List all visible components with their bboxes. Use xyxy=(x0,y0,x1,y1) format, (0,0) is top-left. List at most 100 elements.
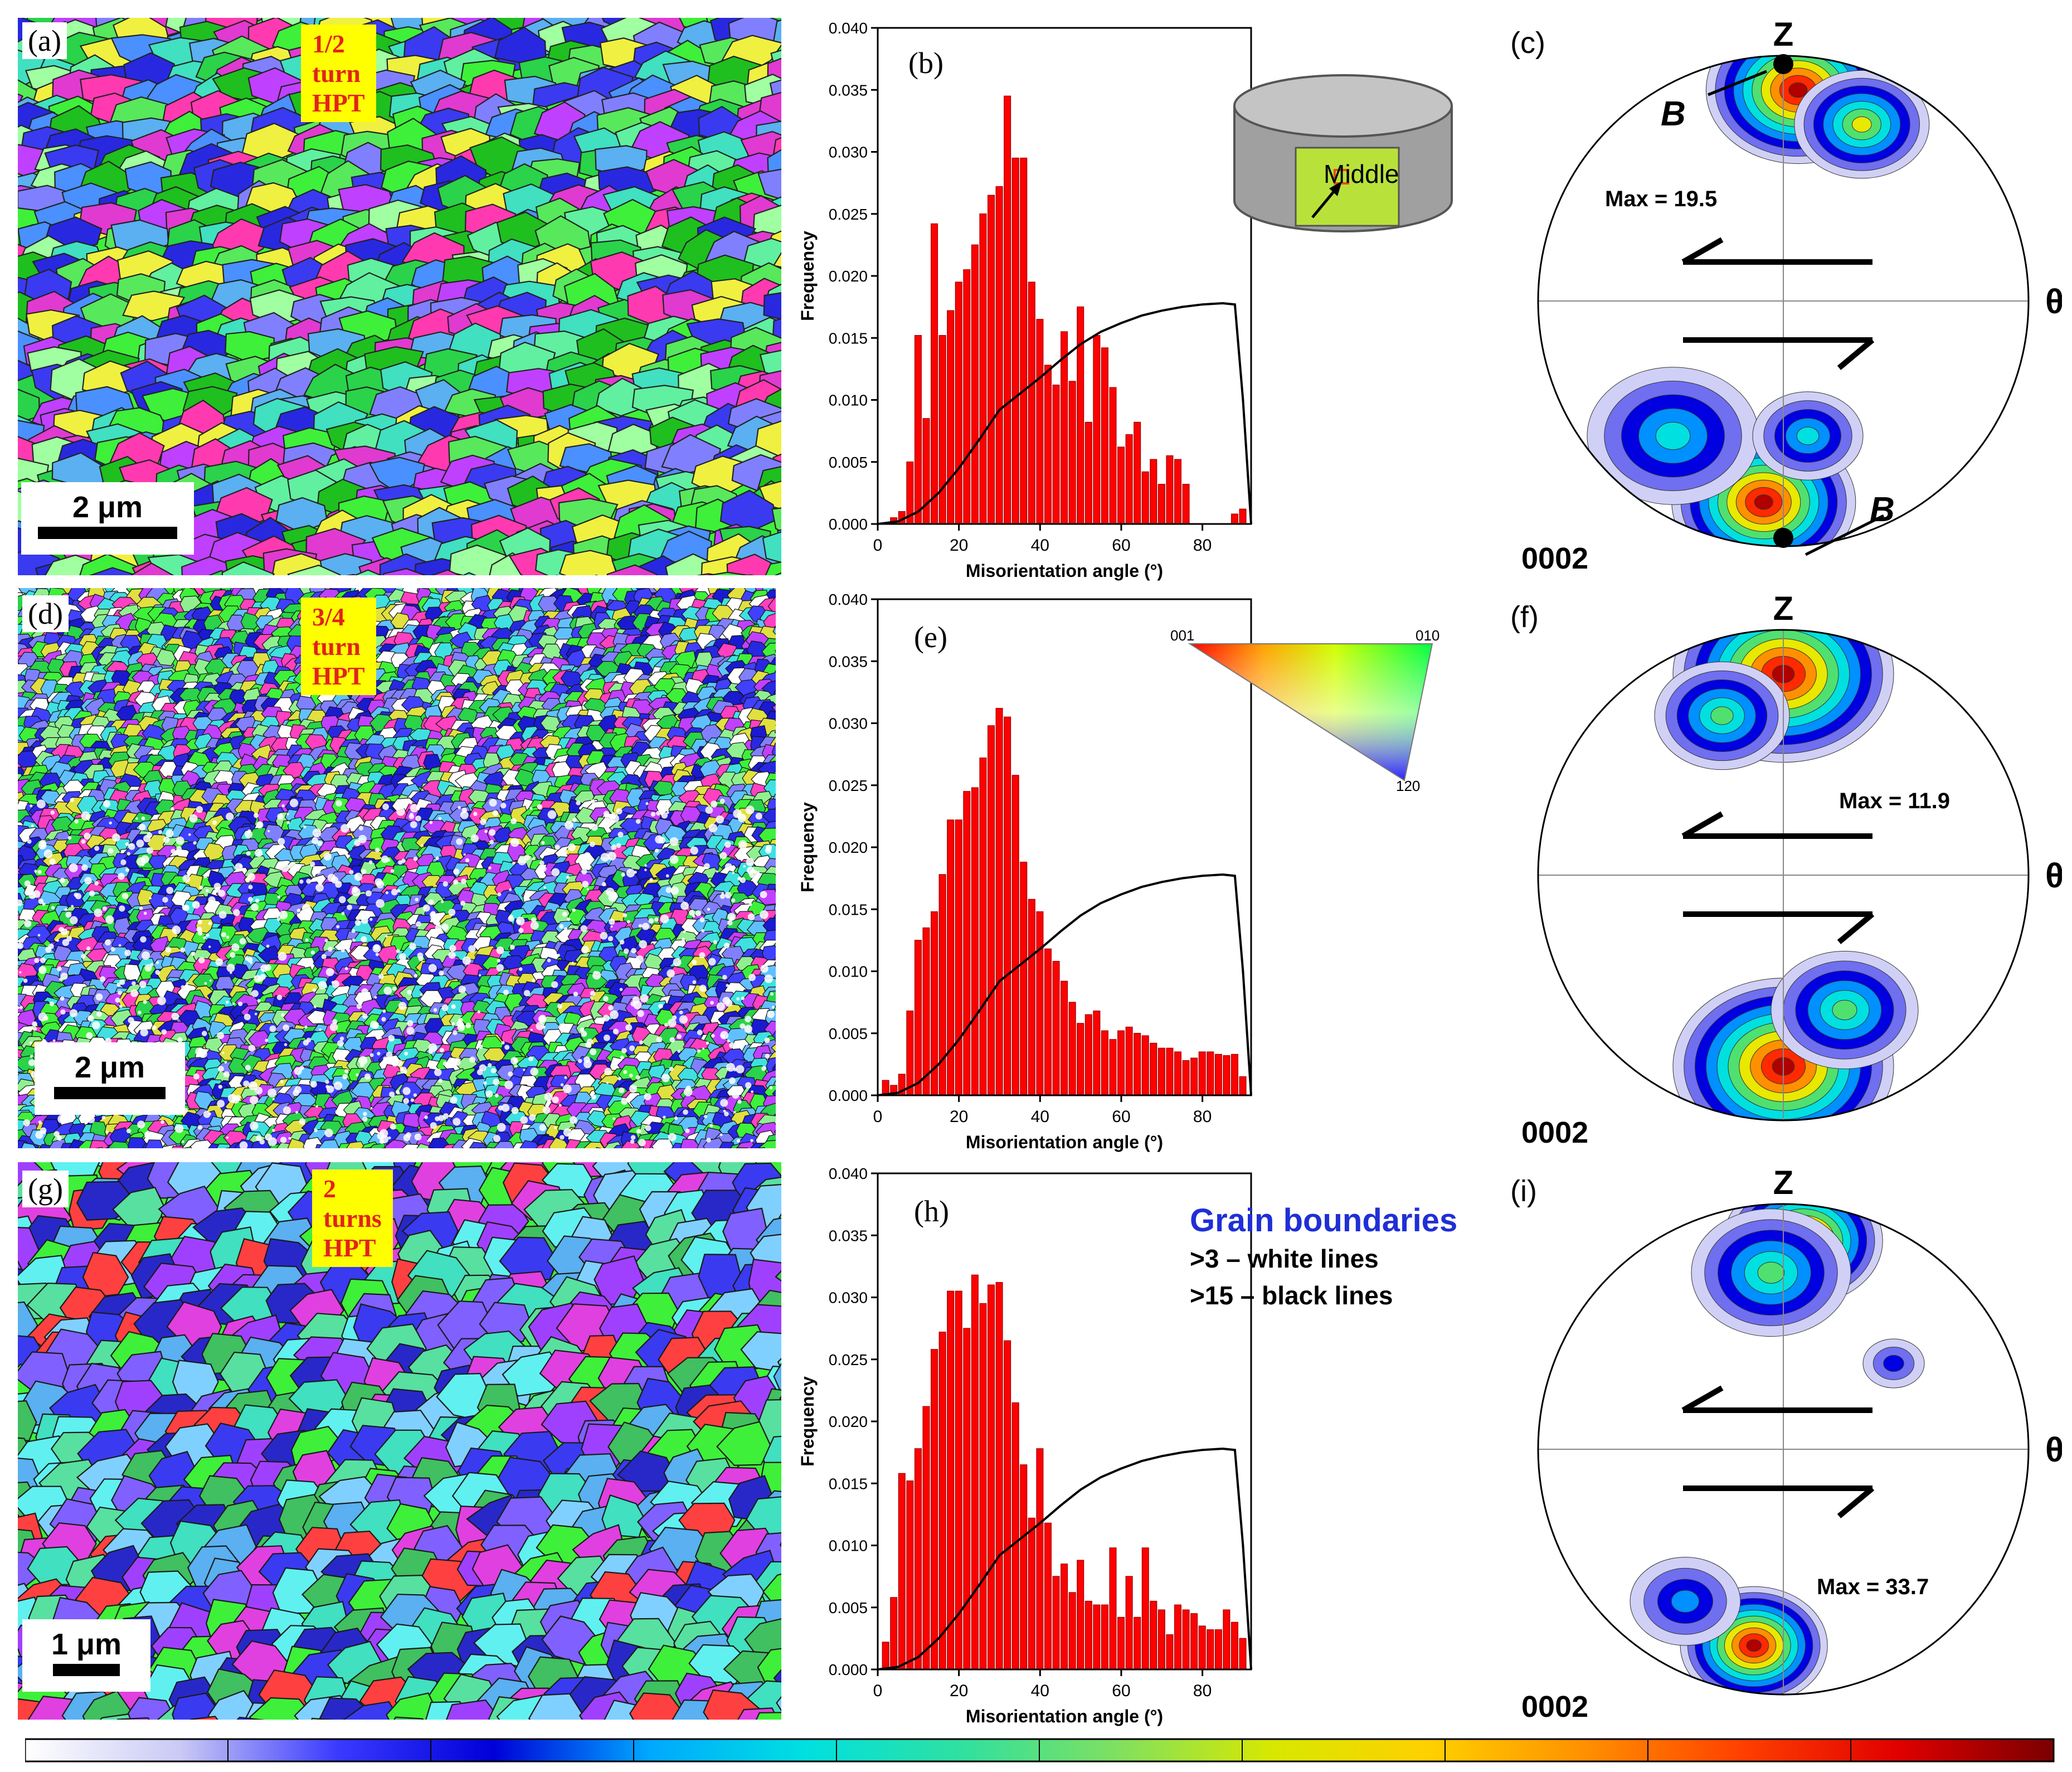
grain xyxy=(763,292,781,320)
histogram-bar xyxy=(995,186,1003,525)
histogram-bar xyxy=(1004,95,1011,525)
y-tick-label: 0.020 xyxy=(829,268,868,285)
histogram-bar xyxy=(955,281,962,525)
y-tick-label: 0.030 xyxy=(829,144,868,161)
x-tick-label: 0 xyxy=(873,536,883,555)
contour-level xyxy=(1796,426,1820,445)
grain xyxy=(761,680,776,697)
grain xyxy=(156,649,176,666)
grain xyxy=(430,569,461,575)
histogram-bar xyxy=(1061,331,1068,525)
grain xyxy=(772,625,776,635)
grain xyxy=(675,650,696,668)
y-tick-label: 0.005 xyxy=(829,454,868,471)
grain xyxy=(131,562,174,575)
mackenzie-curve xyxy=(877,302,1252,525)
histogram-bar xyxy=(1109,387,1117,525)
y-tick-label: 0.010 xyxy=(829,392,868,409)
scale-bar-text: 2 μm xyxy=(72,491,143,524)
histogram-bar xyxy=(1150,459,1157,525)
panel-label: (c) xyxy=(1510,26,1545,60)
histogram-bar xyxy=(1117,446,1125,525)
histogram-bar xyxy=(1230,513,1238,525)
histogram-bar xyxy=(1036,319,1044,525)
inset-middle-label: Middle xyxy=(1324,159,1399,188)
grain xyxy=(774,669,776,673)
panel-label-b: (b) xyxy=(908,46,943,80)
histogram-bar xyxy=(1011,157,1019,525)
pole-marker xyxy=(1773,528,1793,548)
max-intensity-label: Max = 19.5 xyxy=(1605,187,1717,211)
histogram-bar xyxy=(1134,421,1141,525)
grain xyxy=(765,561,781,575)
grain xyxy=(287,564,341,575)
histogram-bar xyxy=(1157,484,1165,525)
histogram-b: 0.000 0.005 0.010 0.015 0.020 0.025 0.030 0.035… xyxy=(797,20,1252,581)
grain xyxy=(757,168,781,200)
grain xyxy=(771,704,776,712)
sample-disk-inset xyxy=(1233,74,1453,232)
histogram-bar xyxy=(1052,385,1060,525)
scale-bar: 2 μm xyxy=(21,482,194,555)
grain xyxy=(774,731,776,734)
grain xyxy=(606,564,658,575)
histogram-bar xyxy=(1125,434,1133,525)
histogram-bar xyxy=(947,310,955,525)
pole-marker xyxy=(1773,54,1793,74)
grain xyxy=(774,572,781,575)
pointer-arrow xyxy=(1708,70,1767,96)
histogram-bar xyxy=(1141,471,1149,525)
ebsd-orientation-map xyxy=(18,18,781,575)
histogram-bar xyxy=(914,335,922,525)
histogram-bar xyxy=(979,213,987,525)
y-tick-label: 0.040 xyxy=(829,20,868,37)
contour-level xyxy=(1754,494,1773,510)
histogram-bar xyxy=(1174,459,1182,525)
marker-label: B xyxy=(1870,491,1895,529)
contour-level xyxy=(1655,421,1691,450)
x-tick-label: 40 xyxy=(1031,536,1049,555)
axis-label-theta: θ xyxy=(2045,283,2062,321)
y-axis-label: Frequency xyxy=(797,231,818,321)
histogram-bar xyxy=(987,195,995,525)
histogram-bar xyxy=(1020,157,1028,525)
x-axis-label: Misorientation angle (°) xyxy=(966,561,1163,581)
grain xyxy=(319,553,372,575)
y-tick-label: 0.035 xyxy=(829,81,868,99)
histogram-bar xyxy=(963,269,971,525)
grain xyxy=(706,571,752,575)
grain xyxy=(726,554,779,575)
y-tick-label: 0.000 xyxy=(829,516,868,533)
shear-arrow-right xyxy=(1683,337,1875,370)
grain xyxy=(763,613,776,629)
x-tick-label: 80 xyxy=(1193,536,1212,555)
histogram-bar xyxy=(1044,365,1052,525)
grain xyxy=(762,531,781,564)
histogram-bar xyxy=(938,335,946,525)
x-tick-label: 20 xyxy=(950,536,968,555)
grain xyxy=(746,574,755,575)
y-tick-label: 0.025 xyxy=(829,206,868,223)
grain xyxy=(353,569,382,575)
histogram-bar xyxy=(1068,381,1076,525)
marker-label: B xyxy=(1661,95,1686,133)
grain xyxy=(775,649,776,654)
histogram-bar xyxy=(1166,455,1174,525)
panel-label: (a) xyxy=(22,22,67,59)
x-tick-label: 60 xyxy=(1112,536,1130,555)
grain xyxy=(89,567,139,575)
contour-level xyxy=(1852,116,1872,133)
histogram-bar xyxy=(931,223,938,525)
processing-title: 1/2 turn HPT xyxy=(301,25,376,122)
grain xyxy=(221,561,275,575)
histogram-bar xyxy=(1101,347,1108,525)
y-tick-label: 0.015 xyxy=(829,329,868,347)
histogram-bar xyxy=(1028,281,1035,525)
histogram-bar xyxy=(1239,508,1247,525)
grain xyxy=(123,964,141,983)
histogram-bar xyxy=(1182,484,1190,525)
grain xyxy=(240,612,262,630)
histogram-bar xyxy=(1084,421,1092,525)
contour-level xyxy=(1788,82,1808,98)
shear-arrow-left xyxy=(1681,237,1872,265)
